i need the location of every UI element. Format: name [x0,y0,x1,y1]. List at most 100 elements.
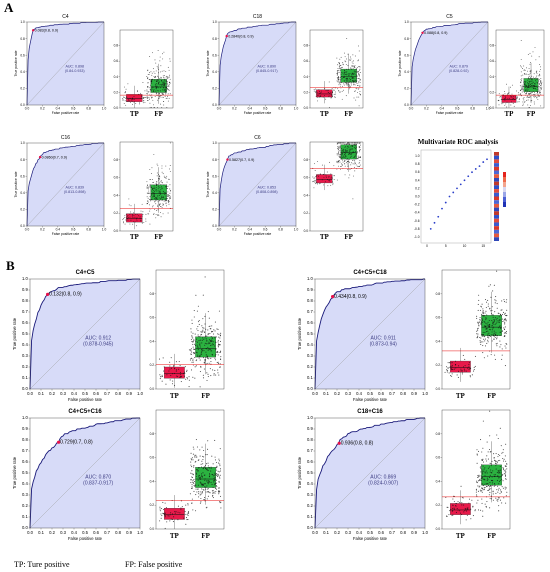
data-point [501,313,503,316]
data-point [481,490,483,492]
data-point [210,357,212,360]
data-point [146,90,148,92]
data-point [139,216,141,218]
data-point [338,66,340,68]
data-point [328,176,329,178]
data-point [195,456,197,458]
data-point [123,97,125,99]
data-point [523,69,525,71]
data-point [477,490,480,492]
data-point [505,443,507,445]
data-point [205,491,207,493]
data-point [476,449,478,451]
data-point [506,491,508,493]
mv-point [452,191,455,194]
data-point [200,331,202,333]
roc-panel-8: C4+C5+C160.00.00.10.10.20.20.30.30.40.40… [12,409,144,541]
data-point [488,329,490,331]
x-tick-label: 0.4 [71,391,77,396]
data-point [520,82,522,84]
data-point [146,196,148,198]
data-point [202,468,204,470]
data-point [203,456,205,458]
data-point [480,439,482,441]
data-point [342,161,344,163]
data-point [342,149,344,151]
data-point [535,85,537,87]
data-point [195,360,197,362]
data-point [492,491,494,493]
data-point [174,511,176,513]
data-point [160,375,162,378]
data-point [159,506,161,508]
data-point [192,341,194,343]
data-point [481,451,483,453]
data-point [337,78,339,80]
data-point [456,374,458,376]
data-point [500,472,502,474]
data-point [526,88,528,90]
data-point [340,165,342,167]
data-point [158,175,160,177]
data-point [203,350,205,352]
data-point [530,92,531,94]
data-point [217,351,219,353]
data-point [504,345,506,347]
data-point [148,97,150,99]
data-point [212,494,214,496]
data-point [482,334,484,336]
data-point [162,204,164,206]
data-point [161,197,162,199]
x-axis-label: False positive rate [244,232,272,236]
data-point [344,143,346,145]
data-point [512,97,514,99]
data-point [159,71,161,73]
data-point [450,375,452,377]
data-point [486,328,488,330]
data-point [205,335,207,337]
data-point [195,475,197,477]
data-point [341,76,343,78]
data-point [148,98,150,100]
data-point [513,99,515,101]
y-tick-label: 1.0 [20,141,25,145]
data-point [215,482,217,485]
data-point [339,62,340,64]
data-point [487,451,489,453]
data-point [499,340,501,342]
x-tick-label: 0.6 [71,228,76,232]
data-point [356,83,358,85]
data-point [481,483,483,485]
data-point [349,152,351,154]
data-point [495,300,497,302]
data-point [315,183,316,185]
data-point [480,341,482,343]
data-point [160,198,161,200]
data-point [211,340,213,342]
data-point [523,65,525,67]
data-point [161,84,163,86]
data-point [346,147,348,149]
data-point [161,199,163,201]
data-point [164,176,166,178]
data-point [528,91,530,92]
data-point [158,76,159,78]
data-point [338,69,339,71]
data-point [451,366,453,368]
data-point [535,81,537,83]
data-point [165,184,167,186]
data-point [204,465,207,467]
data-point [487,489,489,492]
data-point [351,73,353,75]
data-point [501,486,503,488]
data-point [348,147,350,148]
data-point [524,74,526,76]
data-point [329,161,330,163]
data-point [482,420,484,422]
data-point [169,195,171,197]
roc-curve [26,21,104,106]
y-tick-label: 0.2 [404,87,409,91]
data-point [354,144,356,146]
data-point [141,222,143,224]
y-tick-label: 0.0 [22,386,28,391]
